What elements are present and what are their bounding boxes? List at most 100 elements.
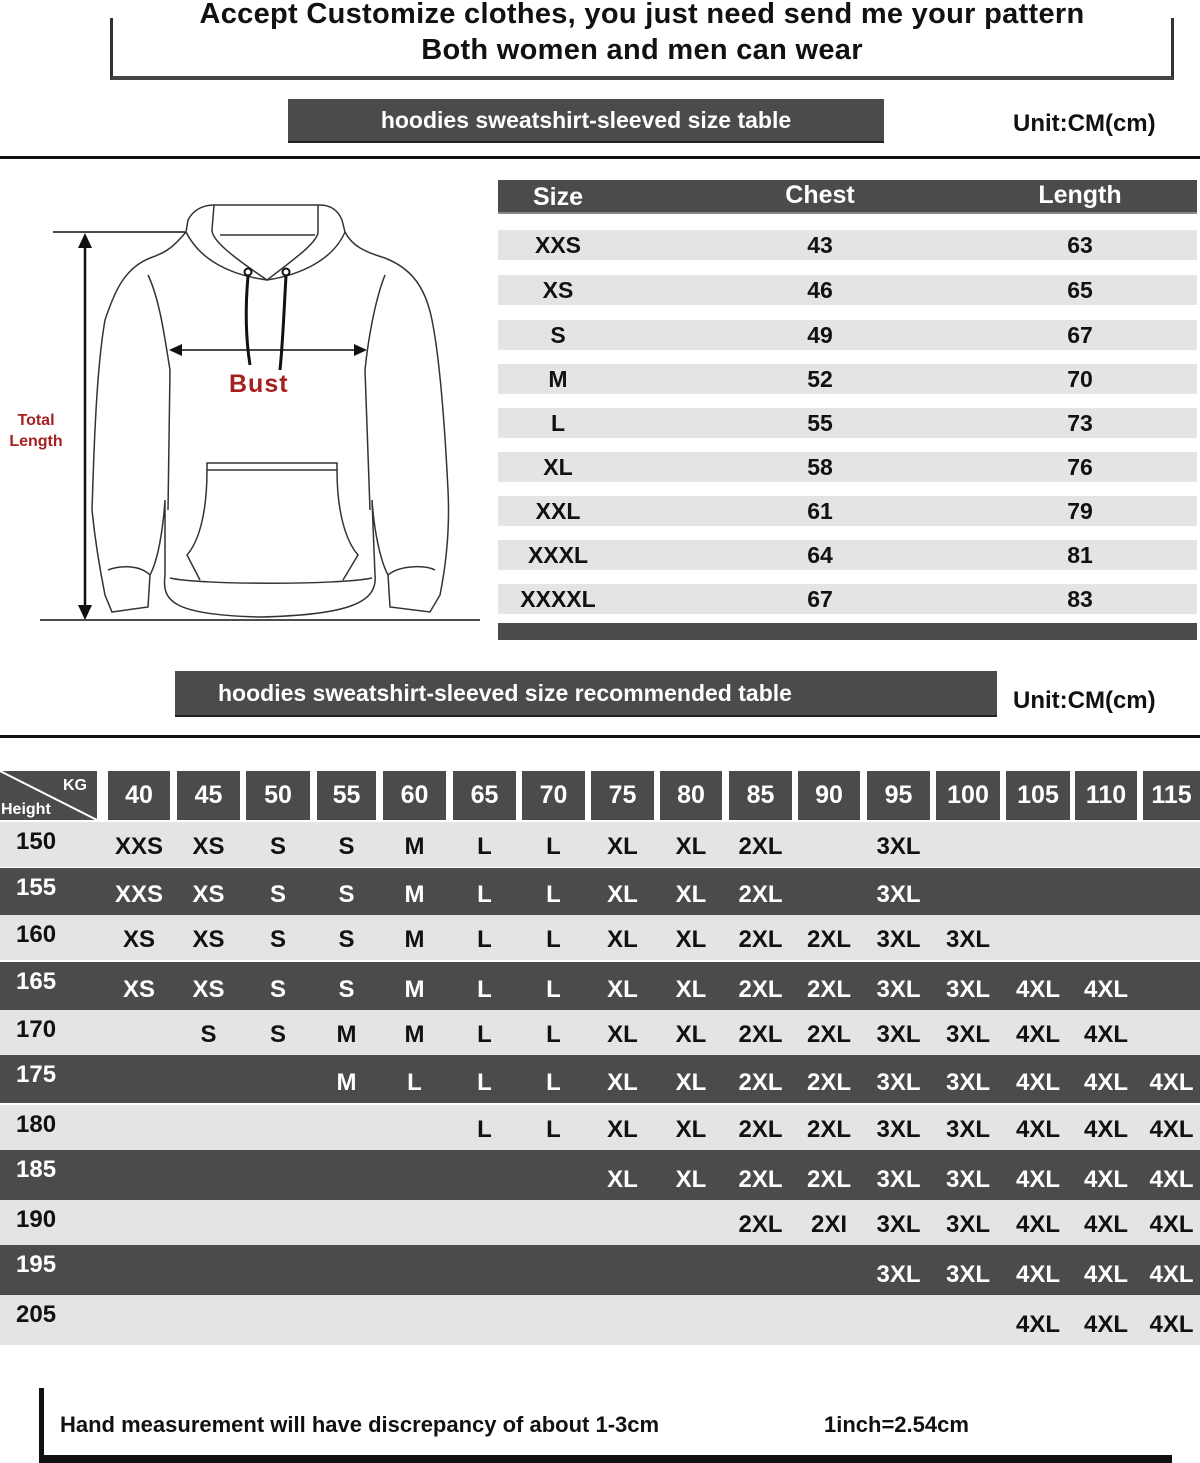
size-cell: M bbox=[404, 1021, 425, 1048]
chest-cell: 67 bbox=[807, 586, 833, 612]
height-cell: 185 bbox=[16, 1156, 57, 1183]
length-cell: 67 bbox=[1067, 322, 1093, 348]
size-cell: XS bbox=[122, 976, 156, 1003]
footer-conversion: 1inch=2.54cm bbox=[824, 1412, 969, 1437]
height-cell: 155 bbox=[16, 874, 57, 901]
size-cell: 2XL bbox=[806, 976, 852, 1003]
size-cell: 2XL bbox=[738, 1116, 783, 1143]
length-cell: 70 bbox=[1067, 366, 1093, 392]
height-cell: 195 bbox=[16, 1251, 57, 1278]
size-cell: 4XL bbox=[1083, 1311, 1129, 1338]
size-cell: S bbox=[338, 926, 355, 953]
size-cell: 4XL bbox=[1083, 1021, 1129, 1048]
corner-kg: KG bbox=[63, 777, 87, 794]
header-line-2: Both women and men can wear bbox=[421, 34, 863, 66]
table-row: 190 2XL 2XI 3XL 3XL 4XL 4XL 4XL bbox=[0, 1200, 1200, 1245]
size-cell: XL bbox=[675, 926, 707, 953]
size-cell: M bbox=[404, 881, 425, 908]
size-cell: XL bbox=[607, 1021, 638, 1048]
size-cell: S bbox=[338, 976, 355, 1003]
divider bbox=[0, 156, 1200, 159]
size-cell: XXS bbox=[114, 881, 164, 908]
size-cell: 2XL bbox=[738, 833, 783, 860]
weight-header-cell: 50 bbox=[246, 771, 310, 820]
hoodie-diagram bbox=[40, 204, 480, 621]
weight-header-cell: 110 bbox=[1075, 771, 1137, 820]
size-cell: XS bbox=[192, 976, 225, 1003]
size-cell: 2XL bbox=[738, 926, 783, 953]
size-cell: L bbox=[477, 1069, 492, 1096]
size-table-row: XL 58 76 bbox=[498, 452, 1197, 482]
size-cell: XXL bbox=[535, 498, 581, 524]
chest-cell: 46 bbox=[807, 277, 833, 303]
recommended-table-title: hoodies sweatshirt-sleeved size recommen… bbox=[175, 671, 997, 715]
hoodie-outline-icon bbox=[91, 204, 450, 618]
size-cell: 2XL bbox=[806, 1116, 852, 1143]
size-cell: XXS bbox=[534, 232, 582, 258]
size-cell: L bbox=[407, 1069, 422, 1096]
size-table-row: XS 46 65 bbox=[498, 275, 1197, 305]
col-size: Size bbox=[532, 183, 584, 211]
weight-header-cell: 80 bbox=[660, 771, 722, 820]
size-cell: XL bbox=[675, 976, 707, 1003]
length-cell: 63 bbox=[1067, 232, 1093, 258]
size-table-row: M 52 70 bbox=[498, 364, 1197, 394]
size-cell: M bbox=[336, 1069, 357, 1096]
size-cell: 3XL bbox=[945, 1211, 991, 1238]
size-cell: XL bbox=[675, 1116, 707, 1143]
size-cell: 2XL bbox=[738, 881, 783, 908]
weight-header-cell: 45 bbox=[177, 771, 240, 820]
corner-height: Height bbox=[1, 801, 51, 818]
total-length-label: Total Length bbox=[0, 410, 72, 452]
height-cell: 165 bbox=[16, 968, 57, 995]
size-cell: 2XL bbox=[738, 976, 783, 1003]
weight-header-cell: 115 bbox=[1143, 771, 1200, 820]
size-cell: 3XL bbox=[876, 1069, 921, 1096]
size-cell: L bbox=[550, 410, 566, 436]
weight-header-cell: 75 bbox=[591, 771, 654, 820]
size-cell: 3XL bbox=[876, 1211, 921, 1238]
size-cell: L bbox=[477, 976, 492, 1003]
table-row: 195 3XL 3XL 4XL 4XL 4XL bbox=[0, 1245, 1200, 1295]
size-table-row: XXL 61 79 bbox=[498, 496, 1197, 526]
chest-cell: 43 bbox=[807, 232, 833, 258]
size-cell: M bbox=[404, 926, 425, 953]
chest-cell: 61 bbox=[807, 498, 833, 524]
size-cell: 2XL bbox=[806, 926, 852, 953]
weight-header-cell: 60 bbox=[383, 771, 446, 820]
size-cell: S bbox=[269, 926, 287, 953]
size-cell: XL bbox=[607, 976, 638, 1003]
size-cell: 2XL bbox=[738, 1166, 783, 1193]
divider bbox=[0, 735, 1200, 738]
drawstring-icon bbox=[243, 267, 291, 371]
size-cell: 4XL bbox=[1149, 1116, 1194, 1143]
size-cell: XL bbox=[607, 1116, 638, 1143]
weight-header-cell: 65 bbox=[453, 771, 516, 820]
chest-cell: 58 bbox=[807, 454, 833, 480]
size-cell: L bbox=[546, 976, 561, 1003]
size-cell: XL bbox=[607, 1069, 638, 1096]
weight-header-cell: 100 bbox=[936, 771, 1000, 820]
size-cell: XL bbox=[607, 1166, 638, 1193]
table-row: 150 XXS XS S S M L L XL XL 2XL 3XL bbox=[0, 822, 1200, 867]
size-cell: 3XL bbox=[945, 1069, 991, 1096]
size-cell: L bbox=[477, 881, 492, 908]
size-cell: 2XI bbox=[810, 1211, 848, 1238]
size-cell: 2XL bbox=[738, 1021, 783, 1048]
length-cell: 79 bbox=[1067, 498, 1093, 524]
size-table-footer-bar bbox=[498, 623, 1197, 640]
size-cell: XL bbox=[675, 1021, 707, 1048]
size-cell: S bbox=[269, 1021, 287, 1048]
size-cell: 2XL bbox=[806, 1021, 852, 1048]
size-cell: 3XL bbox=[876, 1021, 921, 1048]
size-cell: XL bbox=[607, 881, 638, 908]
size-cell: S bbox=[338, 881, 355, 908]
size-cell: M bbox=[404, 976, 425, 1003]
size-cell: L bbox=[477, 1116, 492, 1143]
weight-header-cell: 105 bbox=[1006, 771, 1070, 820]
size-cell: 4XL bbox=[1015, 1311, 1061, 1338]
size-cell: M bbox=[548, 366, 568, 392]
total-label-line-2: Length bbox=[9, 433, 63, 450]
height-cell: 170 bbox=[16, 1016, 57, 1043]
size-cell: 4XL bbox=[1015, 1116, 1061, 1143]
